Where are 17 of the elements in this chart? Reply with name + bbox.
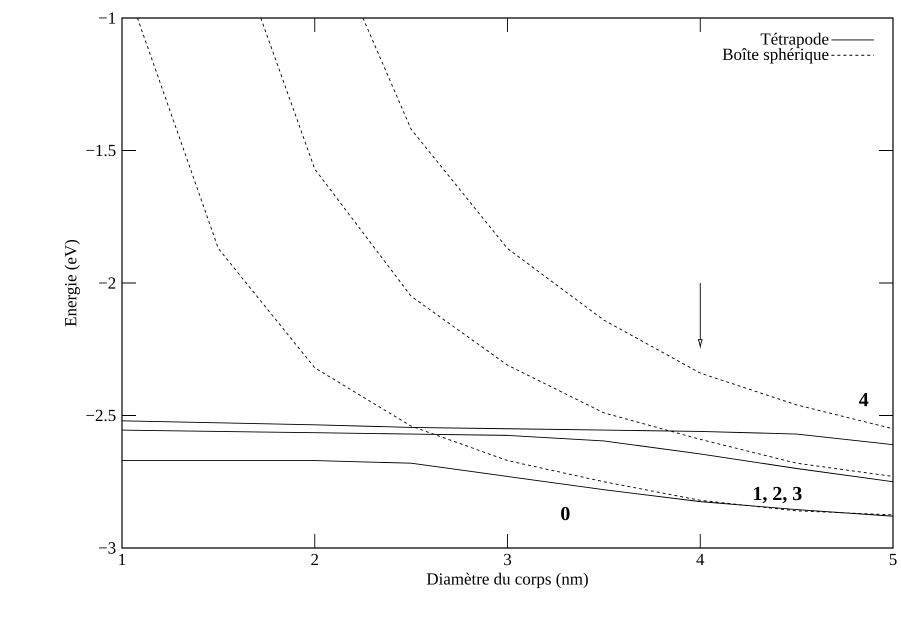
x-tick-label: 3 [504, 554, 512, 566]
y-tick-label: −2 [98, 277, 116, 289]
annotation: 1, 2, 3 [754, 486, 802, 504]
annotation: 4 [859, 393, 868, 406]
x-tick-label: 5 [890, 554, 897, 566]
legend-label: Boîte sphérique [722, 48, 828, 64]
y-tick-label: −1.5 [86, 144, 116, 156]
y-tick-label: −2.5 [86, 410, 116, 422]
annotation: 0 [561, 506, 570, 520]
y-tick-label: −3 [98, 542, 116, 554]
x-tick-label: 2 [311, 554, 318, 566]
y-axis-title: Energie (eV) [64, 240, 80, 326]
x-tick-label: 4 [696, 554, 704, 565]
x-tick-label: 1 [119, 554, 126, 566]
legend-label: Tétrapode [760, 32, 828, 48]
x-axis-title: Diamètre du corps (nm) [426, 572, 588, 588]
y-tick-label: −1 [98, 12, 116, 24]
